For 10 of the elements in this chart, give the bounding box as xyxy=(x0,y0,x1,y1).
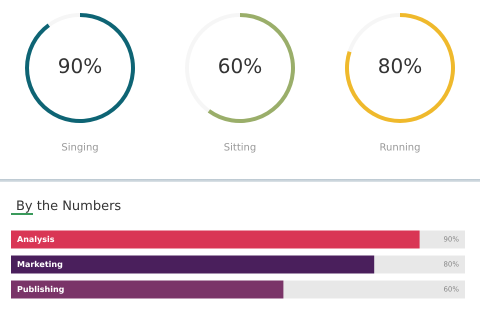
y-tick-label: Marketing xyxy=(17,260,64,269)
text: 80% xyxy=(378,54,422,78)
slice-label: Running xyxy=(380,142,420,154)
y-tick-label: Analysis xyxy=(17,235,55,244)
slice-label: Singing xyxy=(61,142,99,154)
text: 60% xyxy=(218,54,262,78)
y-tick-label: Publishing xyxy=(17,285,65,294)
text: 90% xyxy=(58,54,102,78)
chart-title: By the Numbers xyxy=(16,199,122,214)
slice-label: Sitting xyxy=(224,142,256,154)
